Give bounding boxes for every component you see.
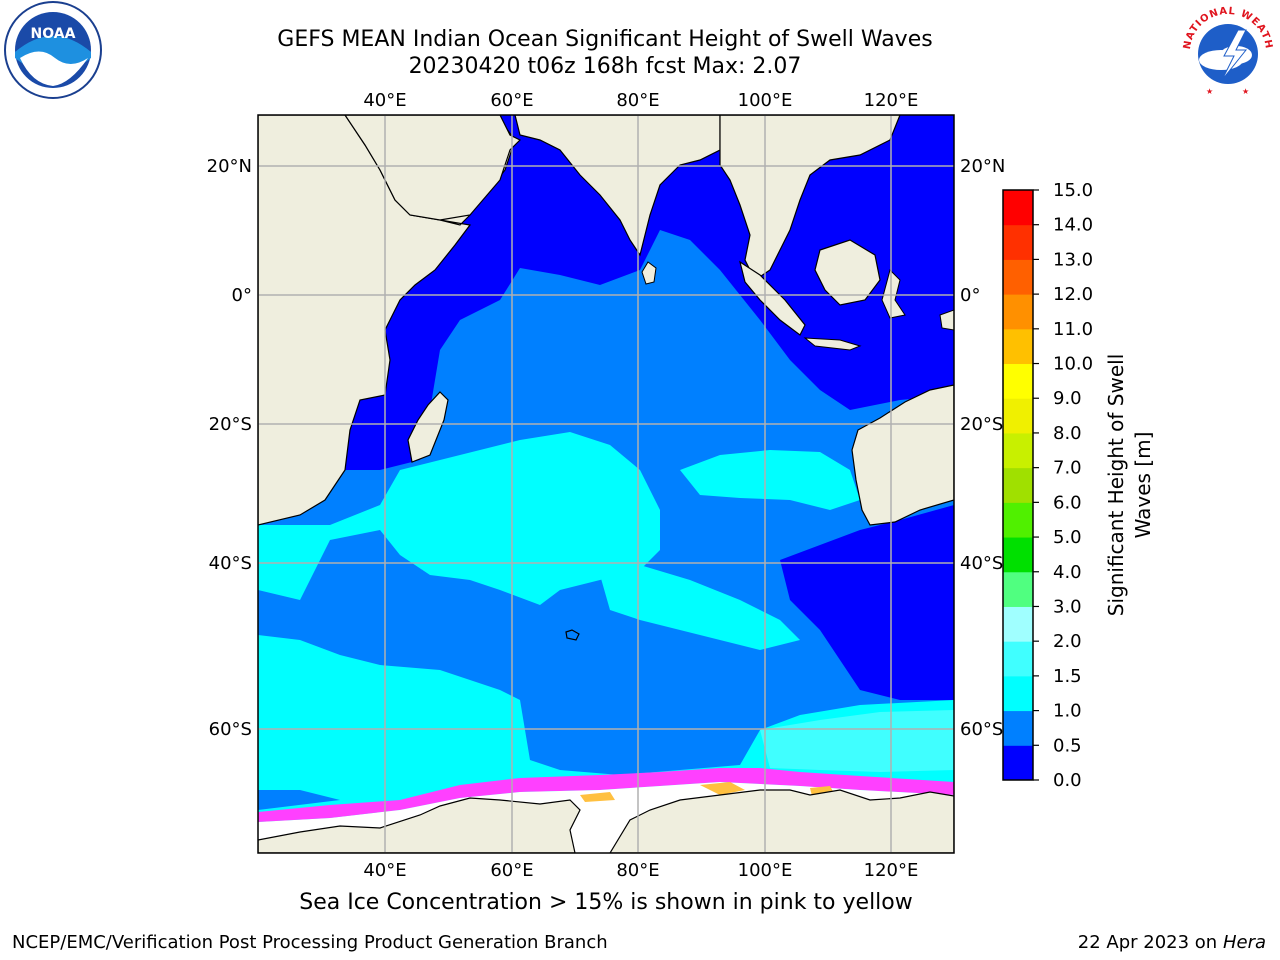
footer-credit: NCEP/EMC/Verification Post Processing Pr…	[12, 932, 608, 953]
colorbar-tick-label: 0.5	[1053, 735, 1082, 756]
swell-deep-blue-southeast	[780, 505, 954, 700]
lon-tick-top: 40°E	[363, 90, 406, 111]
land-madagascar	[407, 391, 449, 463]
colorbar-tick-label: 11.0	[1053, 319, 1093, 340]
colorbar-segment	[1003, 502, 1033, 538]
colorbar-segment	[1003, 606, 1033, 642]
map-subtitle: 20230420 t06z 168h fcst Max: 2.07	[408, 54, 802, 79]
lon-tick-top: 100°E	[738, 90, 793, 111]
lat-tick-right: 20°N	[960, 156, 1005, 177]
colorbar-segment	[1003, 328, 1033, 365]
lat-tick-left: 0°	[232, 285, 252, 306]
colorbar-tick-label: 3.0	[1053, 596, 1082, 617]
land-java	[803, 337, 862, 351]
land-sri-lanka	[641, 261, 657, 285]
colorbar-tick-label: 1.5	[1053, 666, 1082, 687]
colorbar-tick-label: 10.0	[1053, 354, 1093, 375]
lat-tick-right: 0°	[960, 285, 980, 306]
colorbar-tick-label: 0.0	[1053, 770, 1082, 791]
colorbar-segment	[1003, 467, 1033, 503]
colorbar-frame	[1002, 189, 1034, 781]
colorbar-label-line1: Significant Height of Swell	[1104, 354, 1128, 616]
nws-logo-icon: NATIONAL WEATHER SERVICE ★ ★	[1176, 0, 1274, 98]
lat-tick-left: 60°S	[209, 719, 252, 740]
colorbar-tick-label: 4.0	[1053, 562, 1082, 583]
colorbar-segment	[1003, 432, 1033, 469]
colorbar-tick-label: 14.0	[1053, 215, 1093, 236]
land-sulawesi	[881, 269, 906, 319]
swell-blue-southwest-edge	[258, 790, 340, 810]
colorbar-segment	[1003, 571, 1033, 607]
colorbar-segment	[1003, 745, 1033, 781]
lon-tick-bottom: 80°E	[616, 860, 659, 881]
colorbar-segment	[1003, 398, 1033, 434]
land-new-guinea	[939, 309, 954, 331]
sea-ice-yellow-patches	[580, 782, 835, 802]
map-title: GEFS MEAN Indian Ocean Significant Heigh…	[277, 27, 933, 52]
colorbar-tick-label: 12.0	[1053, 284, 1093, 305]
footer-date-text: 22 Apr 2023 on	[1077, 932, 1223, 953]
svg-text:★: ★	[1242, 87, 1249, 96]
colorbar-tick-label: 8.0	[1053, 423, 1082, 444]
map-caption: Sea Ice Concentration > 15% is shown in …	[299, 890, 913, 915]
lon-tick-bottom: 120°E	[864, 860, 919, 881]
colorbar-segment	[1003, 537, 1033, 573]
lon-tick-top: 80°E	[616, 90, 659, 111]
lat-tick-left: 20°N	[207, 156, 252, 177]
noaa-logo-text: NOAA	[31, 26, 76, 42]
colorbar-tick-label: 6.0	[1053, 492, 1082, 513]
colorbar-segment	[1003, 710, 1033, 746]
colorbar-segment	[1003, 641, 1033, 677]
colorbar: 0.0 0.5 1.0 1.5 2.0 3.0 4.0 5.0 6.0 7.0 8.0 9.0 10.0…	[1002, 180, 1093, 791]
land-sumatra	[739, 260, 806, 336]
colorbar-segment	[1003, 675, 1033, 712]
colorbar-tick-label: 13.0	[1053, 249, 1093, 270]
colorbar-tick-label: 9.0	[1053, 388, 1082, 409]
noaa-logo-icon: NOAA	[4, 1, 102, 99]
colorbar-tick-label: 5.0	[1053, 527, 1082, 548]
land-india	[514, 115, 721, 257]
lat-tick-right: 20°S	[960, 414, 1003, 435]
lon-tick-bottom: 40°E	[363, 860, 406, 881]
lat-tick-left: 40°S	[209, 553, 252, 574]
land-borneo	[814, 239, 881, 306]
colorbar-tick-label: 7.0	[1053, 458, 1082, 479]
swell-cyan-east-patch	[680, 450, 860, 510]
lat-tick-left: 20°S	[209, 414, 252, 435]
land-kerguelen	[565, 629, 580, 641]
lat-tick-right: 40°S	[960, 553, 1003, 574]
land-australia	[851, 384, 954, 526]
colorbar-segment	[1003, 363, 1033, 399]
svg-text:★: ★	[1206, 87, 1213, 96]
colorbar-segment	[1003, 294, 1033, 330]
colorbar-tick-label: 15.0	[1053, 180, 1093, 201]
map-frame	[257, 114, 955, 854]
lon-tick-bottom: 100°E	[738, 860, 793, 881]
colorbar-label-line2: Waves [m]	[1131, 432, 1155, 539]
land-arabia	[344, 115, 522, 221]
lat-tick-right: 60°S	[960, 719, 1003, 740]
map-area	[258, 115, 954, 853]
lon-tick-bottom: 60°E	[490, 860, 533, 881]
lon-tick-top: 60°E	[490, 90, 533, 111]
footer-host: Hera	[1222, 932, 1266, 953]
swell-cyan-band	[258, 432, 660, 605]
colorbar-tick-label: 2.0	[1053, 631, 1082, 652]
colorbar-tick-label: 1.0	[1053, 701, 1082, 722]
map-grid	[258, 115, 954, 853]
swell-light-cyan-southeast	[760, 710, 954, 772]
lon-tick-top: 120°E	[864, 90, 919, 111]
footer-date: 22 Apr 2023 on Hera	[1078, 932, 1266, 953]
colorbar-segment	[1003, 224, 1033, 260]
colorbar-segment	[1003, 190, 1033, 226]
colorbar-segment	[1003, 259, 1033, 295]
sea-ice-pink	[258, 768, 954, 822]
swell-cyan-south-tongue	[600, 565, 800, 650]
land-antarctica	[258, 789, 954, 853]
